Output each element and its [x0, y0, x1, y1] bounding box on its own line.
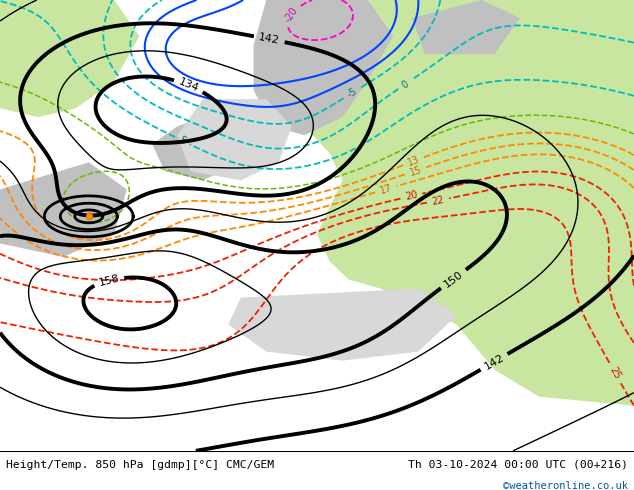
Polygon shape: [178, 99, 292, 180]
Text: -20: -20: [283, 6, 301, 25]
Text: 20: 20: [404, 190, 418, 202]
Polygon shape: [152, 108, 254, 180]
Text: 13: 13: [406, 154, 421, 168]
Text: 17: 17: [378, 183, 393, 196]
Polygon shape: [228, 289, 456, 361]
Text: Height/Temp. 850 hPa [gdmp][°C] CMC/GEM: Height/Temp. 850 hPa [gdmp][°C] CMC/GEM: [6, 460, 275, 469]
Text: ©weatheronline.co.uk: ©weatheronline.co.uk: [503, 481, 628, 490]
Polygon shape: [0, 162, 127, 257]
Text: 158: 158: [98, 273, 120, 288]
Text: Th 03-10-2024 00:00 UTC (00+216): Th 03-10-2024 00:00 UTC (00+216): [408, 460, 628, 469]
Text: 15: 15: [408, 164, 423, 177]
Polygon shape: [0, 0, 139, 117]
Text: 134: 134: [177, 76, 200, 94]
Text: 5: 5: [178, 135, 188, 147]
Polygon shape: [412, 0, 520, 54]
Text: 25: 25: [607, 365, 623, 381]
Text: 0: 0: [399, 78, 410, 90]
Text: 142: 142: [258, 32, 281, 46]
Text: 142: 142: [482, 352, 506, 371]
Text: -5: -5: [346, 86, 359, 100]
Polygon shape: [266, 0, 634, 406]
Text: 22: 22: [431, 195, 445, 207]
Polygon shape: [254, 0, 393, 135]
Text: 150: 150: [442, 269, 465, 289]
